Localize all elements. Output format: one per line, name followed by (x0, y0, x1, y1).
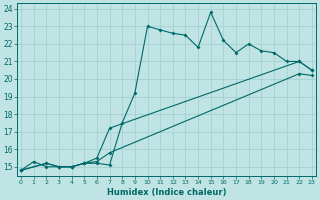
X-axis label: Humidex (Indice chaleur): Humidex (Indice chaleur) (107, 188, 226, 197)
